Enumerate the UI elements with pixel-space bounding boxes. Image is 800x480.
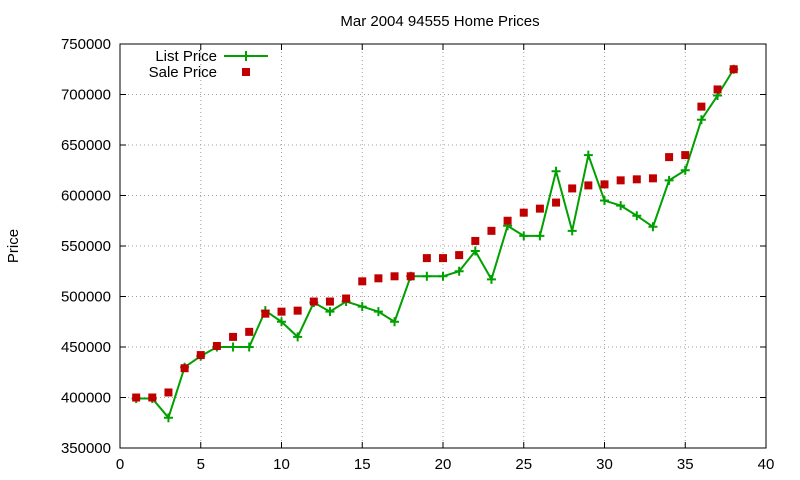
data-point-list-price: [228, 342, 238, 352]
data-point-sale-price: [568, 184, 577, 193]
y-tick-label: 500000: [61, 289, 111, 306]
data-point-list-price: [293, 332, 303, 342]
legend-marker-sale-price: [242, 68, 250, 76]
data-point-sale-price: [584, 181, 593, 190]
data-point-list-price: [680, 165, 690, 175]
data-point-list-price: [244, 342, 254, 352]
data-point-list-price: [632, 211, 642, 221]
legend-marker-list-price: [241, 51, 251, 61]
data-point-list-price: [551, 166, 561, 176]
y-tick-label: 450000: [61, 339, 111, 356]
x-tick-label: 20: [435, 456, 452, 473]
data-point-sale-price: [616, 176, 625, 185]
y-tick-label: 750000: [61, 36, 111, 53]
data-point-sale-price: [535, 204, 544, 213]
data-point-list-price: [277, 317, 286, 327]
data-point-sale-price: [358, 277, 367, 286]
y-tick-label: 350000: [61, 440, 111, 457]
data-point-sale-price: [600, 180, 609, 189]
data-point-sale-price: [503, 216, 512, 225]
x-tick-label: 35: [677, 456, 694, 473]
data-point-list-price: [567, 226, 577, 236]
data-point-list-price: [325, 307, 335, 317]
data-point-sale-price: [487, 226, 496, 235]
y-tick-label: 550000: [61, 238, 111, 255]
data-point-sale-price: [632, 175, 641, 184]
y-tick-label: 650000: [61, 137, 111, 154]
x-tick-label: 5: [197, 456, 205, 473]
data-point-sale-price: [212, 341, 221, 350]
x-tick-label: 0: [116, 456, 124, 473]
data-point-sale-price: [325, 297, 334, 306]
data-point-sale-price: [374, 274, 383, 283]
data-point-list-price: [373, 307, 383, 317]
data-point-list-price: [648, 222, 658, 232]
y-tick-label: 400000: [61, 390, 111, 407]
data-point-sale-price: [697, 102, 706, 111]
data-point-sale-price: [245, 327, 254, 336]
data-point-sale-price: [648, 174, 657, 183]
data-point-sale-price: [406, 272, 415, 281]
data-point-sale-price: [196, 351, 205, 360]
data-point-sale-price: [422, 254, 431, 263]
legend-label-list-price: List Price: [155, 48, 217, 65]
data-point-sale-price: [261, 309, 270, 318]
x-tick-label: 25: [515, 456, 532, 473]
data-point-sale-price: [665, 153, 674, 162]
data-point-list-price: [664, 175, 674, 185]
y-tick-label: 700000: [61, 87, 111, 104]
data-point-sale-price: [390, 272, 399, 281]
data-point-list-price: [390, 317, 400, 327]
data-point-sale-price: [471, 236, 480, 245]
chart-title: Mar 2004 94555 Home Prices: [340, 13, 539, 30]
data-point-sale-price: [180, 364, 189, 373]
data-point-sale-price: [309, 297, 318, 306]
data-point-list-price: [600, 196, 609, 206]
data-point-list-price: [519, 231, 529, 241]
series-layer: [131, 64, 739, 423]
data-point-list-price: [470, 246, 480, 256]
data-point-sale-price: [519, 208, 528, 217]
data-point-list-price: [616, 201, 626, 211]
data-point-list-price: [438, 271, 448, 281]
data-point-sale-price: [229, 332, 238, 341]
data-point-sale-price: [342, 294, 351, 303]
x-tick-label: 40: [758, 456, 775, 473]
x-tick-label: 10: [273, 456, 290, 473]
grid-layer: [120, 44, 766, 448]
data-point-sale-price: [293, 306, 302, 315]
data-point-sale-price: [132, 393, 141, 402]
data-point-list-price: [357, 302, 367, 312]
series-line-list-price: [136, 68, 735, 419]
x-tick-label: 15: [354, 456, 371, 473]
data-point-sale-price: [713, 85, 722, 94]
data-point-list-price: [696, 115, 706, 125]
data-point-list-price: [583, 150, 593, 160]
x-tick-label: 30: [596, 456, 613, 473]
data-point-sale-price: [164, 388, 173, 397]
legend-label-sale-price: Sale Price: [149, 64, 217, 81]
data-point-sale-price: [729, 65, 738, 74]
data-point-sale-price: [277, 307, 286, 316]
y-tick-label: 600000: [61, 188, 111, 205]
data-point-sale-price: [681, 151, 690, 160]
data-point-sale-price: [552, 198, 561, 207]
data-point-list-price: [163, 413, 173, 423]
data-point-sale-price: [148, 393, 157, 402]
data-point-list-price: [454, 266, 464, 276]
y-axis-label: Price: [5, 229, 22, 263]
data-point-list-price: [422, 271, 432, 281]
data-point-sale-price: [455, 251, 464, 260]
data-point-sale-price: [439, 254, 447, 263]
data-point-list-price: [535, 231, 545, 241]
data-point-list-price: [486, 274, 496, 284]
tick-layer: 0 5 10 15 20 25 30 35 40 350000 400000 450000 500000…: [61, 36, 774, 473]
legend: List Price Sale Price: [149, 48, 268, 81]
